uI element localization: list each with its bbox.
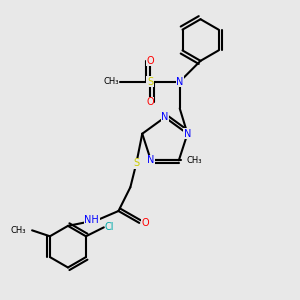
Text: CH₃: CH₃	[11, 226, 26, 235]
Text: N: N	[176, 76, 183, 87]
Text: O: O	[141, 218, 149, 228]
Text: N: N	[147, 155, 155, 165]
Text: O: O	[146, 98, 154, 107]
Text: CH₃: CH₃	[187, 156, 202, 165]
Text: S: S	[133, 158, 140, 169]
Text: S: S	[147, 76, 153, 87]
Text: N: N	[161, 112, 169, 122]
Text: O: O	[146, 56, 154, 66]
Text: N: N	[184, 129, 191, 139]
Text: NH: NH	[84, 215, 99, 225]
Text: CH₃: CH₃	[103, 77, 119, 86]
Text: Cl: Cl	[105, 222, 115, 233]
